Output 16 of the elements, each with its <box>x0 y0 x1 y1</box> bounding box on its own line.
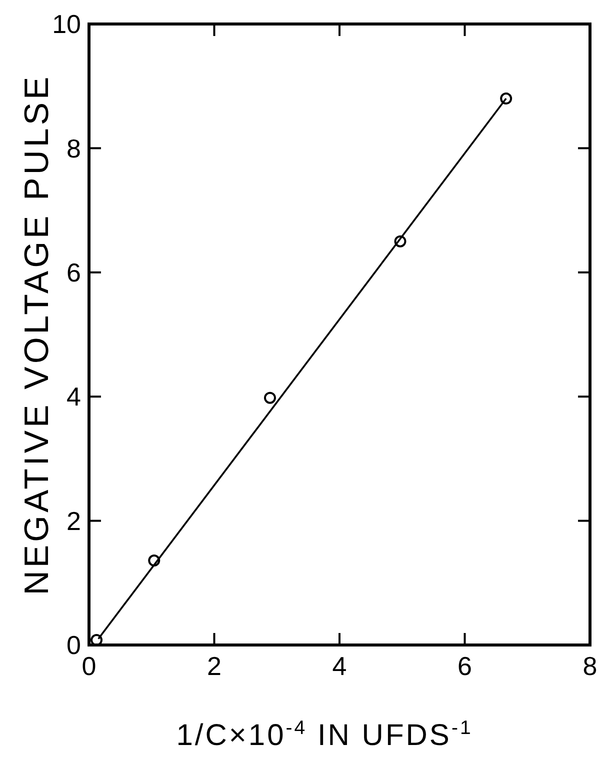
x-tick-label: 6 <box>458 651 472 681</box>
x-tick-label: 2 <box>207 651 222 681</box>
x-tick-label: 8 <box>582 651 598 681</box>
x-axis-title: 1/C×10$^{-4}$ IN UFDS$^{-1}$ <box>176 717 473 752</box>
y-tick-label: 0 <box>66 630 81 660</box>
y-tick-label: 6 <box>66 258 81 288</box>
point <box>394 235 406 248</box>
y-axis-title: NEGATIVE VOLTAGE PULSE <box>18 74 56 596</box>
point <box>148 554 160 567</box>
y-tick-label: 2 <box>66 506 81 536</box>
point <box>500 92 512 105</box>
y-tick-label: 8 <box>66 133 81 164</box>
point <box>264 392 276 404</box>
y-tick-label: 10 <box>52 9 81 40</box>
x-tick-label: 4 <box>332 651 347 681</box>
y-tick-label: 4 <box>66 382 81 412</box>
